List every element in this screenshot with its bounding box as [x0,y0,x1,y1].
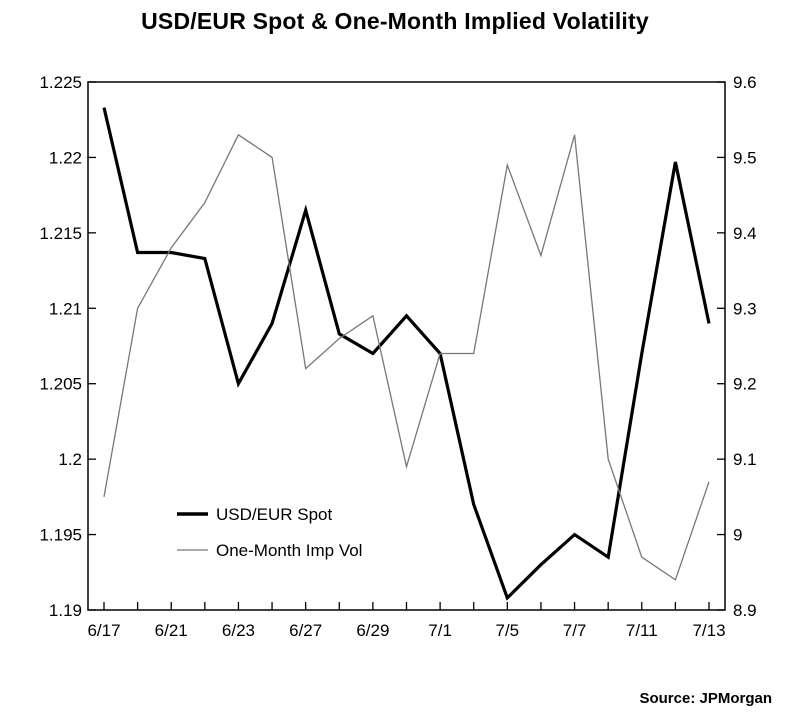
left-tick-label: 1.205 [39,375,82,394]
left-tick-label: 1.215 [39,224,82,243]
x-tick-label: 7/11 [626,621,658,640]
left-tick-label: 1.21 [49,299,82,318]
right-tick-label: 9.5 [733,148,757,167]
series-layer [102,107,711,601]
x-tick-label: 6/27 [289,621,322,640]
right-tick-label: 9.1 [733,450,757,469]
x-tick-label: 6/29 [356,621,389,640]
x-tick-label: 7/13 [692,621,725,640]
left-tick-label: 1.2 [58,450,82,469]
x-tick-label: 7/5 [496,621,520,640]
right-tick-label: 9.3 [733,299,757,318]
right-tick-label: 8.9 [733,601,757,620]
right-tick-label: 9 [733,526,742,545]
series-line-spot [102,107,711,601]
x-tick-label: 6/23 [222,621,255,640]
series-line-vol [103,133,710,581]
right-axis: 9.6 9.5 9.4 9.3 9.2 9.1 9 8.9 [717,73,757,620]
plot-frame [87,81,726,611]
source-note: Source: JPMorgan [639,690,772,707]
legend: USD/EUR Spot One-Month Imp Vol [177,505,362,560]
left-tick-label: 1.19 [49,601,82,620]
chart-title: USD/EUR Spot & One-Month Implied Volatil… [141,8,649,34]
left-axis: 1.225 1.22 1.215 1.21 1.205 1.2 1.195 1.19 [39,73,96,620]
x-tick-label: 7/1 [428,621,452,640]
legend-label-spot: USD/EUR Spot [216,505,332,524]
left-tick-label: 1.225 [39,73,82,92]
x-tick-label: 6/17 [87,621,120,640]
x-axis: 6/17 6/21 6/23 6/27 6/29 7/1 7/5 7/7 7/11 7/13 [87,602,726,640]
left-tick-label: 1.195 [39,526,82,545]
right-tick-label: 9.4 [733,224,757,243]
right-tick-label: 9.6 [733,73,757,92]
legend-label-vol: One-Month Imp Vol [216,541,362,560]
left-tick-label: 1.22 [49,148,82,167]
right-tick-label: 9.2 [733,375,757,394]
x-tick-label: 7/7 [563,621,587,640]
x-tick-label: 6/21 [155,621,188,640]
